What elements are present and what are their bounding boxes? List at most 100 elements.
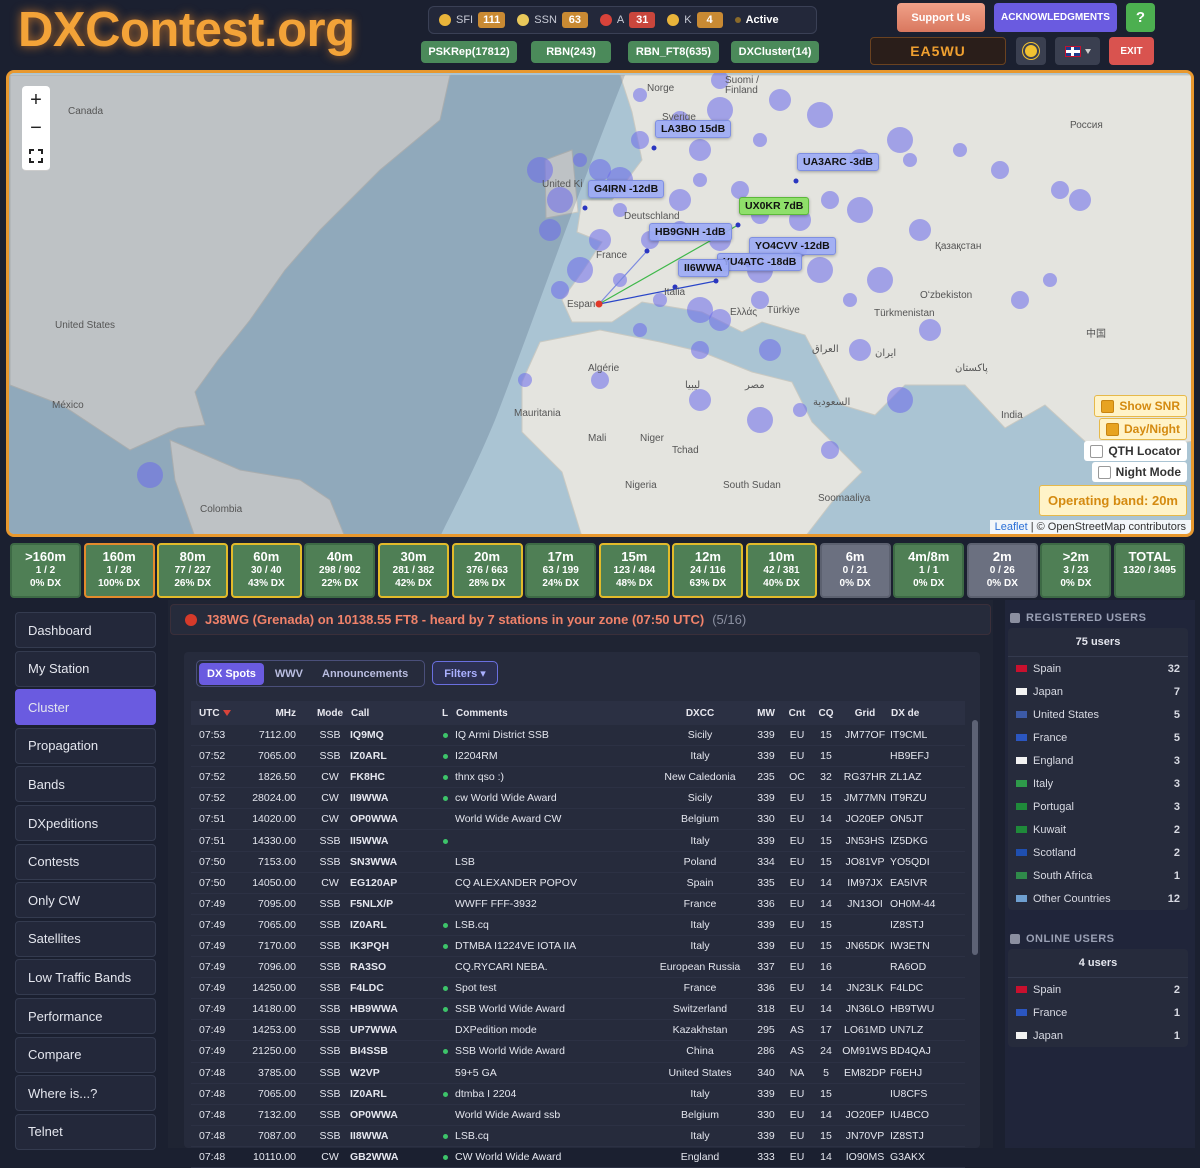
column-header[interactable]: MW	[750, 701, 782, 725]
alert-bar[interactable]: J38WG (Grenada) on 10138.55 FT8 - heard …	[170, 604, 991, 635]
menu-item[interactable]: Contests	[15, 843, 156, 880]
scrollbar[interactable]	[972, 720, 978, 955]
column-header[interactable]: MHz	[246, 701, 310, 725]
band-cell[interactable]: >160m 1 / 2 0% DX	[10, 543, 81, 598]
spot-row[interactable]: 07:50 14050.00 CW EG120AP CQ ALEXANDER POPOV…	[191, 872, 965, 894]
column-header[interactable]: Comments	[455, 701, 650, 725]
checkbox[interactable]	[1097, 465, 1111, 479]
band-cell[interactable]: >2m 3 / 23 0% DX	[1040, 543, 1112, 598]
tab[interactable]: Announcements	[322, 667, 409, 680]
menu-item[interactable]: Only CW	[15, 882, 156, 919]
spot-row[interactable]: 07:51 14330.00 SSB II5WWA Italy 339 EU 15 JN53HS…	[191, 829, 965, 852]
source-button[interactable]: DXCluster(14)	[731, 41, 819, 63]
band-cell[interactable]: 160m 1 / 28 100% DX	[83, 543, 155, 598]
spot-label[interactable]: UA3ARC -3dB	[797, 153, 880, 171]
leaflet-link[interactable]: Leaflet	[994, 521, 1028, 533]
column-header[interactable]: DX de	[890, 701, 965, 725]
menu-item[interactable]: Cluster	[15, 689, 156, 726]
column-header[interactable]: Cnt	[782, 701, 812, 725]
spot-row[interactable]: 07:52 28024.00 CW II9WWA cw World Wide Award…	[191, 787, 965, 810]
menu-item[interactable]: Satellites	[15, 920, 156, 957]
filters-button[interactable]: Filters ▾	[432, 661, 498, 685]
support-button[interactable]: Support Us	[897, 3, 985, 32]
exit-button[interactable]: EXIT	[1109, 37, 1154, 65]
column-header[interactable]: Grid	[840, 701, 890, 725]
menu-item[interactable]: DXpeditions	[15, 805, 156, 841]
band-cell[interactable]: 15m 123 / 484 48% DX	[598, 543, 670, 598]
spot-label[interactable]: G4IRN -12dB	[588, 180, 665, 198]
band-cell[interactable]: 60m 30 / 40 43% DX	[230, 543, 302, 598]
band-cell[interactable]: 20m 376 / 663 28% DX	[451, 543, 523, 598]
spot-row[interactable]: 07:48 10110.00 CW GB2WWA CW World Wide Award…	[191, 1146, 965, 1168]
spot-label[interactable]: II6WWA	[678, 259, 729, 277]
band-cell[interactable]: 4m/8m 1 / 1 0% DX	[893, 543, 965, 598]
column-header[interactable]: DXCC	[650, 701, 750, 725]
band-cell[interactable]: 40m 298 / 902 22% DX	[304, 543, 376, 598]
column-header[interactable]: CQ	[812, 701, 840, 725]
spot-row[interactable]: 07:49 14253.00 SSB UP7WWA DXPedition mode Kaz…	[191, 1019, 965, 1042]
checkbox[interactable]	[1101, 399, 1115, 413]
callsign[interactable]: EA5WU	[870, 37, 1006, 65]
spot-row[interactable]: 07:48 7065.00 SSB IZ0ARL dtmba I 2204 Italy 33…	[191, 1083, 965, 1105]
language-button[interactable]	[1055, 37, 1100, 65]
spot-row[interactable]: 07:48 7087.00 SSB II8WWA LSB.cq Italy 339 EU 15 J…	[191, 1125, 965, 1147]
spot-row[interactable]: 07:52 7065.00 SSB IZ0ARL I2204RM Italy 339 EU 15…	[191, 745, 965, 768]
spot-row[interactable]: 07:49 7065.00 SSB IZ0ARL LSB.cq Italy 339 EU 15 I…	[191, 914, 965, 936]
band-cell[interactable]: 30m 281 / 382 42% DX	[378, 543, 449, 598]
tab[interactable]: WWV	[274, 667, 304, 680]
band-cell[interactable]: 80m 77 / 227 26% DX	[157, 543, 229, 598]
band-cell[interactable]: 10m 42 / 381 40% DX	[746, 543, 817, 598]
menu-item[interactable]: Performance	[15, 998, 156, 1034]
menu-item[interactable]: Where is...?	[15, 1075, 156, 1112]
column-header[interactable]: Mode	[310, 701, 350, 725]
spot-label[interactable]: HB9GNH -1dB	[649, 223, 732, 241]
map-option[interactable]: Show SNR	[1094, 395, 1187, 417]
spot-row[interactable]: 07:48 7132.00 SSB OP0WWA World Wide Award ss…	[191, 1104, 965, 1126]
theme-button[interactable]	[1016, 37, 1046, 65]
menu-item[interactable]: Compare	[15, 1036, 156, 1073]
zoom-out[interactable]: −	[22, 114, 50, 143]
menu-item[interactable]: Propagation	[15, 727, 156, 764]
zoom-in[interactable]: +	[22, 86, 50, 115]
band-cell[interactable]: 2m 0 / 26 0% DX	[966, 543, 1038, 598]
source-button[interactable]: PSKRep(17812)	[421, 41, 517, 63]
map-option[interactable]: Night Mode	[1091, 462, 1187, 482]
spot-row[interactable]: 07:49 7096.00 SSB RA3SO CQ.RYCARI NEBA. Europ…	[191, 956, 965, 979]
band-cell[interactable]: 12m 24 / 116 63% DX	[672, 543, 744, 598]
tab[interactable]: DX Spots	[199, 662, 264, 685]
fullscreen[interactable]	[22, 142, 50, 171]
spot-label[interactable]: UX0KR 7dB	[739, 197, 810, 215]
spot-row[interactable]: 07:48 3785.00 SSB W2VP 59+5 GA United States 3…	[191, 1062, 965, 1084]
logo[interactable]: DXContest.org	[18, 3, 355, 57]
checkbox[interactable]	[1105, 422, 1119, 436]
map-option[interactable]: Day/Night	[1098, 418, 1187, 440]
band-cell[interactable]: 6m 0 / 21 0% DX	[819, 543, 891, 598]
source-button[interactable]: RBN(243)	[531, 41, 611, 63]
checkbox[interactable]	[1090, 444, 1104, 458]
spot-row[interactable]: 07:49 21250.00 SSB BI4SSB SSB World Wide Awa…	[191, 1040, 965, 1063]
column-header[interactable]: UTC	[191, 701, 246, 725]
spot-row[interactable]: 07:49 14180.00 SSB HB9WWA SSB World Wide Awa…	[191, 998, 965, 1021]
spot-row[interactable]: 07:53 7112.00 SSB IQ9MQ IQ Armi District SSB…	[191, 725, 965, 747]
source-button[interactable]: RBN_FT8(635)	[628, 41, 719, 63]
menu-item[interactable]: My Station	[15, 650, 156, 687]
spot-label[interactable]: LA3BO 15dB	[655, 120, 732, 138]
band-cell[interactable]: TOTAL 1320 / 3495	[1114, 543, 1185, 598]
spot-row[interactable]: 07:51 14020.00 CW OP0WWA World Wide Award CW…	[191, 808, 965, 831]
spot-row[interactable]: 07:49 14250.00 SSB F4LDC Spot test France 336 E…	[191, 977, 965, 1000]
map-option[interactable]: QTH Locator	[1084, 441, 1187, 461]
spot-row[interactable]: 07:50 7153.00 SSB SN3WWA LSB Poland 334 EU 15 JO8…	[191, 851, 965, 873]
spot-label[interactable]: YU4ATC -18dB	[717, 253, 803, 271]
menu-item[interactable]: Bands	[15, 766, 156, 803]
column-header[interactable]: L	[435, 701, 455, 725]
menu-item[interactable]: Low Traffic Bands	[15, 959, 156, 996]
menu-item[interactable]: Telnet	[15, 1113, 156, 1150]
map[interactable]: Canada United States México Colombia Suomi /…	[6, 70, 1194, 537]
acknowledgments-button[interactable]: ACKNOWLEDGMENTS	[994, 3, 1117, 32]
spot-row[interactable]: 07:49 7170.00 SSB IK3PQH DTMBA I1224VE IOTA …	[191, 935, 965, 958]
menu-item[interactable]: Dashboard	[15, 612, 156, 648]
column-header[interactable]: Call	[350, 701, 435, 725]
help-button[interactable]: ?	[1126, 3, 1155, 32]
band-cell[interactable]: 17m 63 / 199 24% DX	[525, 543, 597, 598]
spot-row[interactable]: 07:52 1826.50 CW FK8HC thnx qso :) New Caledo…	[191, 766, 965, 789]
